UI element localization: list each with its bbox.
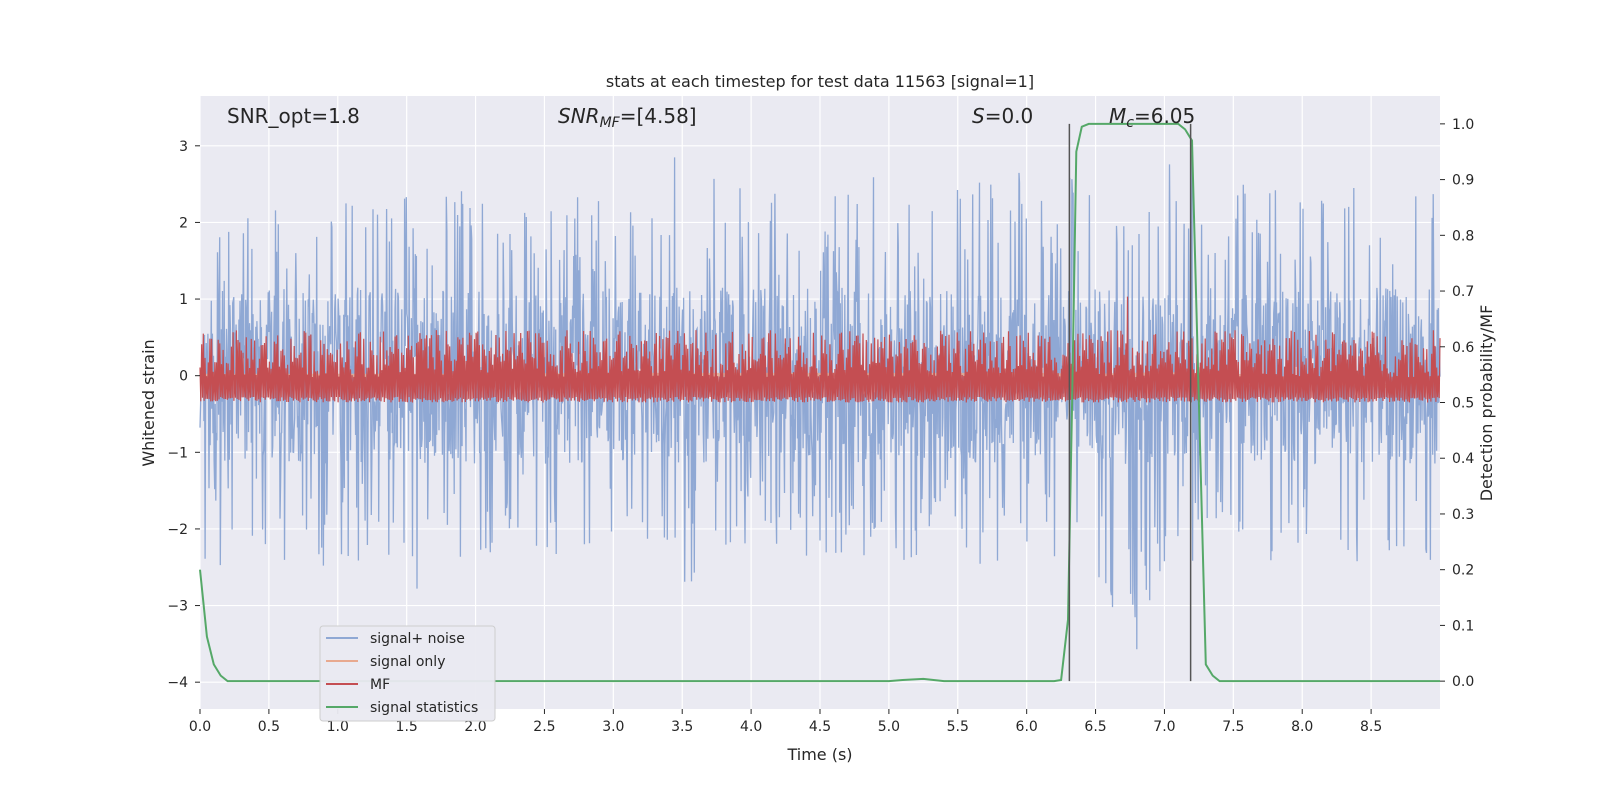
annotation-snr-mf-sub: MF	[600, 115, 621, 131]
legend-label-mf: MF	[370, 677, 390, 693]
annotation-mc: Mc=6.05	[1109, 104, 1195, 131]
annotation-s-main: S	[972, 104, 985, 128]
chart-title: stats at each timestep for test data 115…	[606, 72, 1034, 91]
x-tick-label: 6.5	[1084, 719, 1106, 735]
y2-tick-label: 0.2	[1452, 563, 1474, 579]
y2-tick-label: 0.4	[1452, 451, 1474, 467]
series-mf-line	[199, 296, 1441, 403]
x-tick-label: 7.0	[1153, 719, 1175, 735]
y2-tick-label: 0.0	[1452, 674, 1474, 690]
y2-tick-label: 0.1	[1452, 618, 1474, 634]
x-tick-label: 8.0	[1291, 719, 1313, 735]
x-tick-label: 2.0	[464, 719, 486, 735]
series-signal-statistics-line	[199, 122, 1440, 683]
annotation-mc-main: M	[1109, 104, 1126, 128]
x-tick-label: 1.5	[396, 719, 418, 735]
x-tick-label: 3.5	[671, 719, 693, 735]
x-tick-label: 8.5	[1360, 719, 1382, 735]
annotation-mc-sub: c	[1126, 115, 1134, 131]
y-tick-label: 1	[179, 292, 188, 308]
legend-label-signal-noise: signal+ noise	[370, 631, 465, 647]
legend-label-signal-only: signal only	[370, 654, 445, 670]
y-tick-label: −3	[167, 599, 188, 615]
y2-axis-label: Detection probability/MF	[1477, 305, 1496, 502]
y2-tick-label: 0.8	[1452, 228, 1474, 244]
x-tick-label: 7.5	[1222, 719, 1244, 735]
y-tick-label: −1	[167, 445, 188, 461]
x-tick-label: 5.0	[878, 719, 900, 735]
x-tick-label: 2.5	[533, 719, 555, 735]
x-tick-label: 0.0	[189, 719, 211, 735]
x-tick-label: 6.0	[1016, 719, 1038, 735]
y-tick-label: 3	[179, 139, 188, 155]
legend-box	[319, 625, 496, 722]
annotation-snr-opt: SNR_opt=1.8	[227, 104, 360, 128]
annotation-snr-mf-main: SNR	[558, 104, 600, 128]
y2-tick-label: 0.3	[1452, 507, 1474, 523]
series-layer	[199, 122, 1441, 683]
y-tick-label: 0	[179, 369, 188, 385]
y-axis-label: Whitened strain	[139, 339, 158, 466]
annotation-s: S=0.0	[972, 104, 1033, 128]
y2-tick-label: 1.0	[1452, 117, 1474, 133]
y-tick-label: −2	[167, 522, 188, 538]
ticks-layer: 0.0 0.5 1.0 1.5 2.0 2.5 3.0 3.5 4.0 4.5 5.0 5.5 6.0 6…	[167, 117, 1474, 735]
y2-tick-label: 0.9	[1452, 173, 1474, 189]
y-tick-label: 2	[179, 215, 188, 231]
x-tick-label: 4.0	[740, 719, 762, 735]
annotation-snr-mf: SNRMF=[4.58]	[558, 104, 697, 131]
x-axis-label: Time (s)	[786, 745, 852, 764]
y2-tick-label: 0.5	[1452, 396, 1474, 412]
annotation-s-value: =0.0	[985, 104, 1034, 128]
x-tick-label: 3.0	[602, 719, 624, 735]
y2-tick-label: 0.6	[1452, 340, 1474, 356]
legend: signal+ noise signal only MF signal stat…	[319, 625, 496, 722]
y2-tick-label: 0.7	[1452, 284, 1474, 300]
series-signal-noise-line	[199, 154, 1441, 650]
x-tick-label: 4.5	[809, 719, 831, 735]
legend-label-signal-statistics: signal statistics	[370, 700, 478, 716]
x-tick-label: 1.0	[327, 719, 349, 735]
y-tick-label: −4	[167, 675, 188, 691]
x-tick-label: 5.5	[947, 719, 969, 735]
annotation-mc-value: =6.05	[1134, 104, 1195, 128]
x-tick-label: 0.5	[258, 719, 280, 735]
annotation-snr-mf-value: =[4.58]	[620, 104, 697, 128]
